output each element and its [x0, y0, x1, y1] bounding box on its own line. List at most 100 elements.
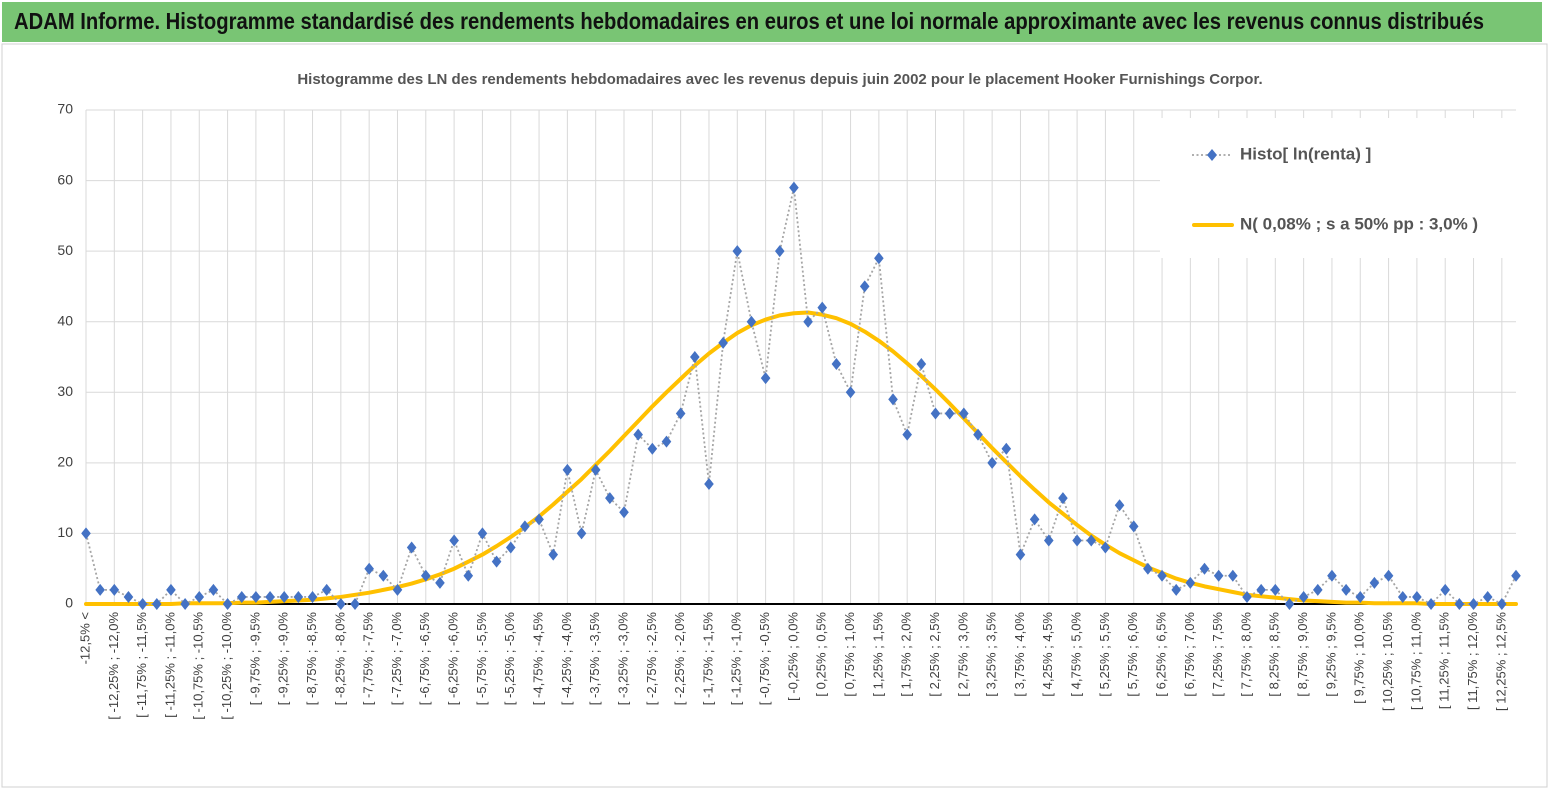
- x-tick-label: [ -9,75% ; -9,5%: [247, 612, 262, 706]
- x-tick-label: [ -10,25% ; -10,0%: [219, 612, 234, 720]
- data-point: [435, 576, 445, 589]
- data-point: [1213, 569, 1224, 582]
- y-tick-label: 30: [57, 383, 73, 399]
- data-point: [1383, 569, 1394, 582]
- data-point: [520, 520, 530, 533]
- data-point: [675, 407, 686, 420]
- data-point: [916, 358, 927, 371]
- data-point: [930, 407, 941, 420]
- data-point: [1015, 548, 1026, 561]
- data-point: [265, 590, 275, 603]
- data-point: [1043, 534, 1054, 547]
- data-point: [336, 598, 346, 610]
- x-tick-label: [ 9,75% ; 10,0%: [1352, 612, 1367, 704]
- data-point: [378, 569, 389, 582]
- x-tick-label: [ -8,75% ; -8,5%: [304, 612, 319, 706]
- x-tick-label: [ -6,25% ; -6,0%: [446, 612, 461, 706]
- x-tick-label: [ -5,25% ; -5,0%: [502, 612, 517, 706]
- data-point: [421, 569, 431, 582]
- data-point: [1468, 598, 1479, 610]
- data-point: [944, 407, 955, 420]
- x-tick-label: [ -11,25% ; -11,0%: [162, 612, 177, 718]
- x-tick-label: [ -12,25% ; -12,0%: [106, 612, 121, 720]
- data-point: [605, 492, 615, 505]
- legend-box: [1160, 118, 1520, 258]
- data-point: [137, 598, 148, 610]
- chart-frame: [1, 43, 1548, 788]
- data-point: [81, 527, 91, 540]
- data-point: [1412, 590, 1422, 603]
- grid: 0 10 20 30 40 50 60 70 -12,5% < [ -12,25% ; -12,0…: [57, 101, 1516, 720]
- x-tick-label: [ 4,25% ; 4,5%: [1040, 612, 1055, 697]
- data-point: [1440, 583, 1451, 596]
- data-point: [1128, 520, 1139, 533]
- x-tick-label: [ 6,75% ; 7,0%: [1182, 612, 1197, 697]
- x-tick-label: [ 11,75% ; 12,0%: [1465, 612, 1480, 710]
- data-point: [1228, 569, 1238, 582]
- data-point: [236, 590, 247, 603]
- data-point: [874, 252, 884, 265]
- header-band: [2, 2, 1542, 42]
- header-title: ADAM Informe. Histogramme standardisé de…: [14, 8, 1484, 34]
- data-point: [1511, 569, 1521, 582]
- x-tick-label: [ 7,75% ; 8,0%: [1238, 612, 1253, 697]
- data-point: [548, 548, 559, 561]
- data-point: [774, 245, 785, 258]
- x-tick-label: [ -4,25% ; -4,0%: [559, 612, 574, 706]
- legend-swatch-marker: [1207, 149, 1217, 161]
- data-point: [1086, 534, 1097, 547]
- data-point: [251, 590, 261, 603]
- x-tick-label: [ 4,75% ; 5,0%: [1069, 612, 1084, 697]
- x-tick-label: [ 12,25% ; 12,5%: [1493, 612, 1508, 711]
- x-tick-label: [ 0,75% ; 1,0%: [842, 612, 857, 697]
- legend: Histo[ ln(renta) ] N( 0,08% ; s a 50% pp …: [1160, 118, 1520, 258]
- x-tick-label: [ -0,25% ; 0,0%: [785, 612, 800, 701]
- plot: [81, 181, 1521, 610]
- data-point: [1199, 562, 1210, 575]
- data-point: [392, 583, 403, 596]
- data-point: [576, 527, 587, 540]
- data-point: [987, 456, 997, 469]
- data-point: [859, 280, 870, 293]
- data-point: [293, 590, 304, 603]
- chart-title: Histogramme des LN des rendements hebdom…: [297, 71, 1262, 88]
- data-point: [1256, 583, 1266, 596]
- x-tick-label: [ -10,75% ; -10,5%: [191, 612, 206, 720]
- data-point: [1114, 499, 1125, 512]
- y-tick-label: 70: [57, 101, 73, 117]
- data-point: [647, 442, 658, 455]
- x-tick-label: [ 3,75% ; 4,0%: [1012, 612, 1027, 697]
- data-point: [633, 428, 643, 441]
- data-point: [704, 478, 714, 491]
- x-tick-label: [ -8,25% ; -8,0%: [332, 612, 347, 706]
- x-tick-label: [ 11,25% ; 11,5%: [1437, 612, 1452, 710]
- data-point: [1341, 583, 1351, 596]
- data-point: [1426, 598, 1436, 610]
- data-point: [845, 386, 856, 399]
- data-point: [1143, 562, 1153, 575]
- x-tick-label: [ 0,25% ; 0,5%: [814, 612, 829, 697]
- data-point: [746, 315, 757, 328]
- x-tick-label: [ -11,75% ; -11,5%: [134, 612, 149, 718]
- data-point: [831, 358, 842, 371]
- data-point: [1270, 583, 1281, 596]
- data-point: [1327, 569, 1337, 582]
- data-point: [166, 583, 176, 596]
- data-point: [208, 583, 219, 596]
- data-point: [1312, 583, 1323, 596]
- data-point: [1171, 583, 1181, 596]
- data-point: [661, 435, 672, 448]
- data-point: [1497, 598, 1507, 610]
- x-tick-label: [ 8,75% ; 9,0%: [1295, 612, 1310, 697]
- x-tick-label: [ 5,25% ; 5,5%: [1097, 612, 1112, 697]
- y-tick-label: 10: [57, 524, 73, 540]
- data-point: [1058, 492, 1068, 505]
- data-point: [1157, 569, 1167, 582]
- data-point: [222, 598, 233, 610]
- data-point: [1242, 590, 1252, 603]
- x-tick-label: [ 6,25% ; 6,5%: [1153, 612, 1168, 697]
- data-point: [449, 534, 459, 547]
- y-tick-label: 60: [57, 171, 73, 187]
- data-point: [803, 315, 813, 328]
